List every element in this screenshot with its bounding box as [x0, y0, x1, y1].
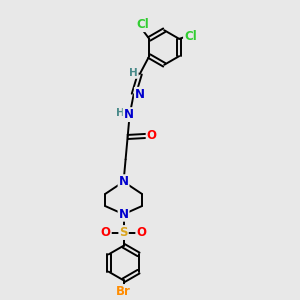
- Text: N: N: [118, 208, 129, 221]
- Text: S: S: [119, 226, 128, 239]
- Text: O: O: [101, 226, 111, 239]
- Text: Br: Br: [116, 285, 131, 298]
- Text: N: N: [135, 88, 145, 101]
- Text: N: N: [118, 175, 129, 188]
- Text: O: O: [147, 130, 157, 142]
- Text: Cl: Cl: [137, 18, 149, 31]
- Text: Cl: Cl: [184, 30, 197, 43]
- Text: H: H: [116, 108, 125, 118]
- Text: H: H: [129, 68, 138, 78]
- Text: N: N: [124, 108, 134, 121]
- Text: O: O: [136, 226, 146, 239]
